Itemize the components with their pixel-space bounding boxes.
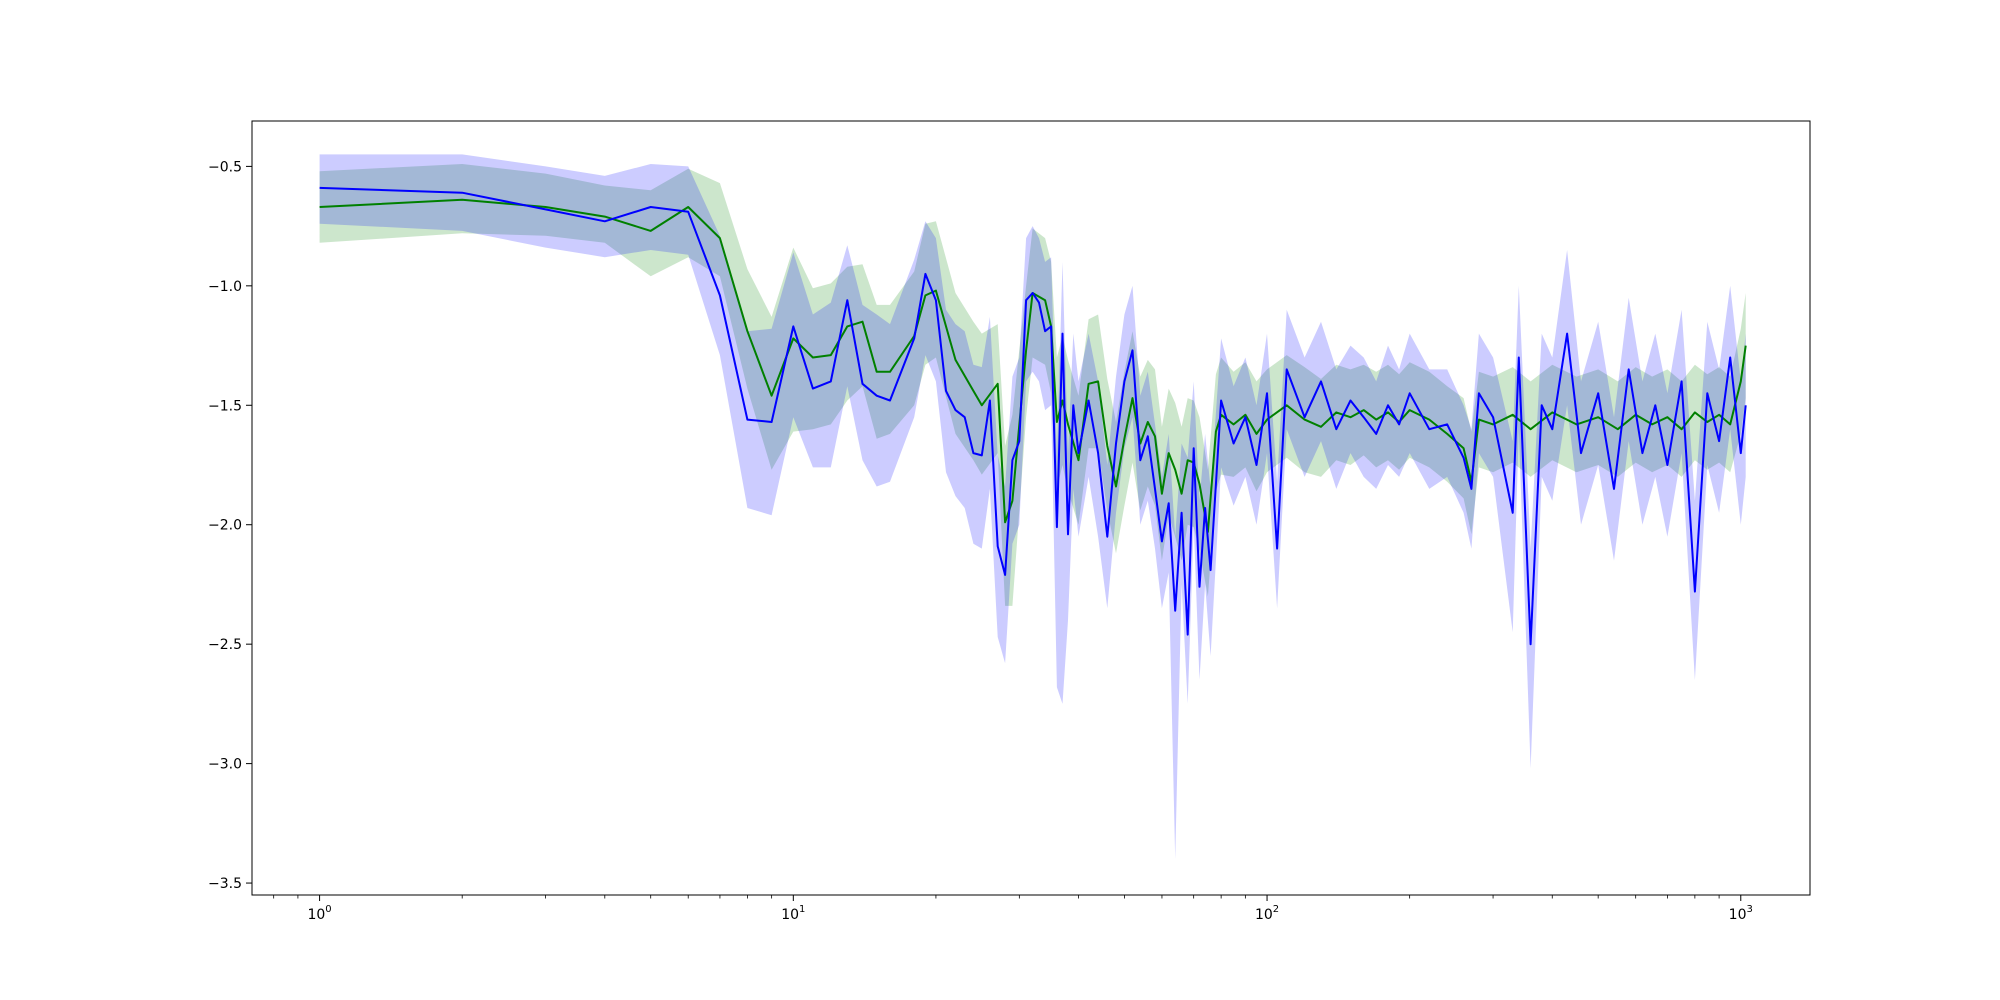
x-tick-label: 103 bbox=[1729, 904, 1753, 923]
x-tick-label: 100 bbox=[307, 904, 331, 923]
y-tick-label: −2.0 bbox=[208, 518, 242, 534]
y-tick-label: −3.0 bbox=[208, 757, 242, 773]
x-tick-exponent: 1 bbox=[799, 904, 805, 915]
x-axis: 100 101 102 103 bbox=[273, 895, 1753, 923]
x-tick-label: 102 bbox=[1255, 904, 1279, 923]
y-axis: −0.5 −1.0 −1.5 −2.0 −2.5 −3.0 −3.5 bbox=[208, 159, 252, 892]
x-tick-exponent: 2 bbox=[1273, 904, 1279, 915]
x-tick-exponent: 3 bbox=[1747, 904, 1753, 915]
x-tick-base: 10 bbox=[1729, 907, 1747, 923]
x-tick-base: 10 bbox=[307, 907, 325, 923]
plot-frame bbox=[251, 120, 1811, 896]
y-tick-label: −3.5 bbox=[208, 876, 242, 892]
series-lines bbox=[319, 186, 1747, 646]
x-tick-base: 10 bbox=[1255, 907, 1273, 923]
series-1-band bbox=[319, 164, 1746, 606]
x-tick-exponent: 0 bbox=[325, 904, 331, 915]
x-tick-base: 10 bbox=[781, 907, 799, 923]
y-tick-label: −1.5 bbox=[208, 398, 242, 414]
x-tick-label: 101 bbox=[781, 904, 805, 923]
y-tick-label: −2.5 bbox=[208, 637, 242, 653]
series-2-line bbox=[319, 186, 1747, 646]
y-tick-label: −0.5 bbox=[208, 159, 242, 175]
y-tick-label: −1.0 bbox=[208, 279, 242, 295]
